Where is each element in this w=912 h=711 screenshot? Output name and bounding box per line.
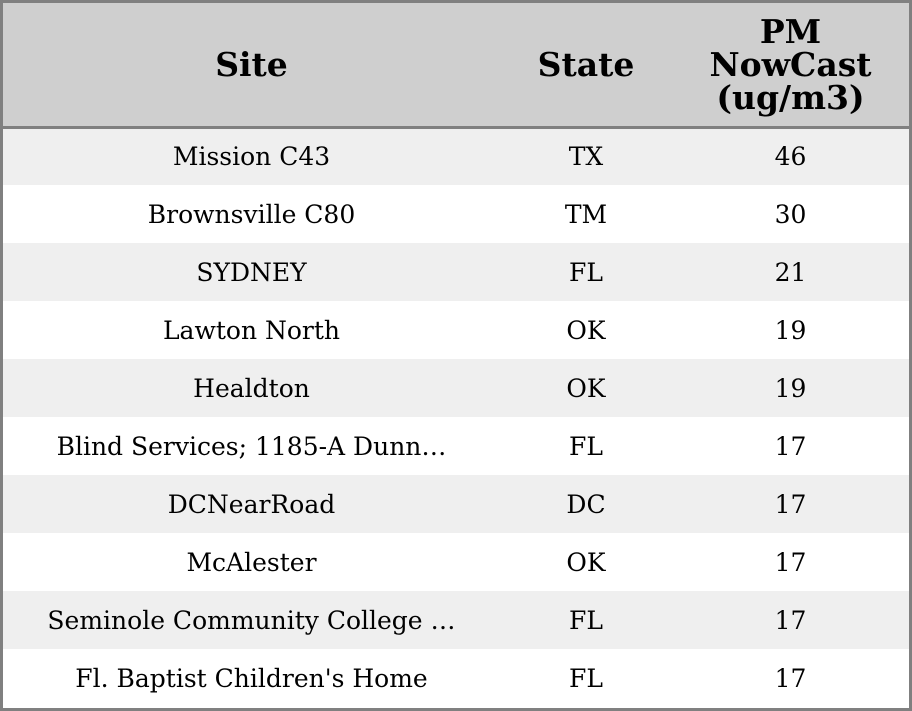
table-row: DCNearRoad DC 17 — [3, 475, 909, 533]
cell-pm-nowcast: 19 — [774, 373, 807, 403]
table-row: SYDNEY FL 21 — [3, 243, 909, 301]
cell-pm-nowcast: 17 — [774, 489, 807, 519]
cell-state: DC — [566, 489, 606, 519]
data-table: Site State PM NowCast (ug/m3) Mission C4… — [3, 3, 909, 707]
column-header-pm-line-1: PM — [759, 11, 822, 51]
cell-site: Brownsville C80 — [147, 199, 356, 229]
cell-pm-nowcast: 17 — [774, 605, 807, 635]
cell-site: Mission C43 — [172, 142, 331, 172]
table-header-row: Site State PM NowCast (ug/m3) — [3, 3, 909, 129]
cell-state: OK — [566, 373, 606, 403]
cell-state: FL — [569, 605, 603, 635]
column-header-state[interactable]: State — [500, 3, 672, 129]
table-row: Brownsville C80 TM 30 — [3, 185, 909, 243]
cell-pm-nowcast: 17 — [774, 431, 807, 461]
cell-pm-nowcast: 17 — [774, 663, 807, 693]
cell-site: Blind Services; 1185-A Dunn… — [56, 431, 447, 461]
table-row: Fl. Baptist Children's Home FL 17 — [3, 649, 909, 707]
cell-pm-nowcast: 30 — [774, 199, 807, 229]
column-header-site-label: Site — [215, 44, 288, 84]
cell-site: SYDNEY — [196, 257, 307, 287]
column-header-pm-nowcast[interactable]: PM NowCast (ug/m3) — [672, 3, 909, 129]
cell-state: FL — [569, 663, 603, 693]
table-row: Mission C43 TX 46 — [3, 127, 909, 185]
table-row: Lawton North OK 19 — [3, 301, 909, 359]
cell-site: DCNearRoad — [167, 489, 336, 519]
cell-pm-nowcast: 17 — [774, 547, 807, 577]
cell-pm-nowcast: 19 — [774, 315, 807, 345]
cell-pm-nowcast: 21 — [774, 257, 807, 287]
cell-state: OK — [566, 315, 606, 345]
cell-state: FL — [569, 257, 603, 287]
column-header-pm-line-2: NowCast — [709, 44, 872, 84]
column-header-pm-line-3: (ug/m3) — [716, 77, 865, 117]
cell-state: OK — [566, 547, 606, 577]
cell-site: McAlester — [186, 547, 317, 577]
cell-state: FL — [569, 431, 603, 461]
table-row: Seminole Community College … FL 17 — [3, 591, 909, 649]
column-header-state-label: State — [537, 44, 635, 84]
cell-pm-nowcast: 46 — [774, 142, 807, 172]
cell-state: TM — [564, 199, 608, 229]
column-header-site[interactable]: Site — [3, 3, 500, 129]
cell-site: Seminole Community College … — [47, 605, 456, 635]
table-row: Healdton OK 19 — [3, 359, 909, 417]
table-row: McAlester OK 17 — [3, 533, 909, 591]
cell-state: TX — [568, 142, 604, 172]
cell-site: Fl. Baptist Children's Home — [75, 663, 428, 693]
cell-site: Healdton — [193, 373, 310, 403]
cell-site: Lawton North — [162, 315, 341, 345]
table-row: Blind Services; 1185-A Dunn… FL 17 — [3, 417, 909, 475]
